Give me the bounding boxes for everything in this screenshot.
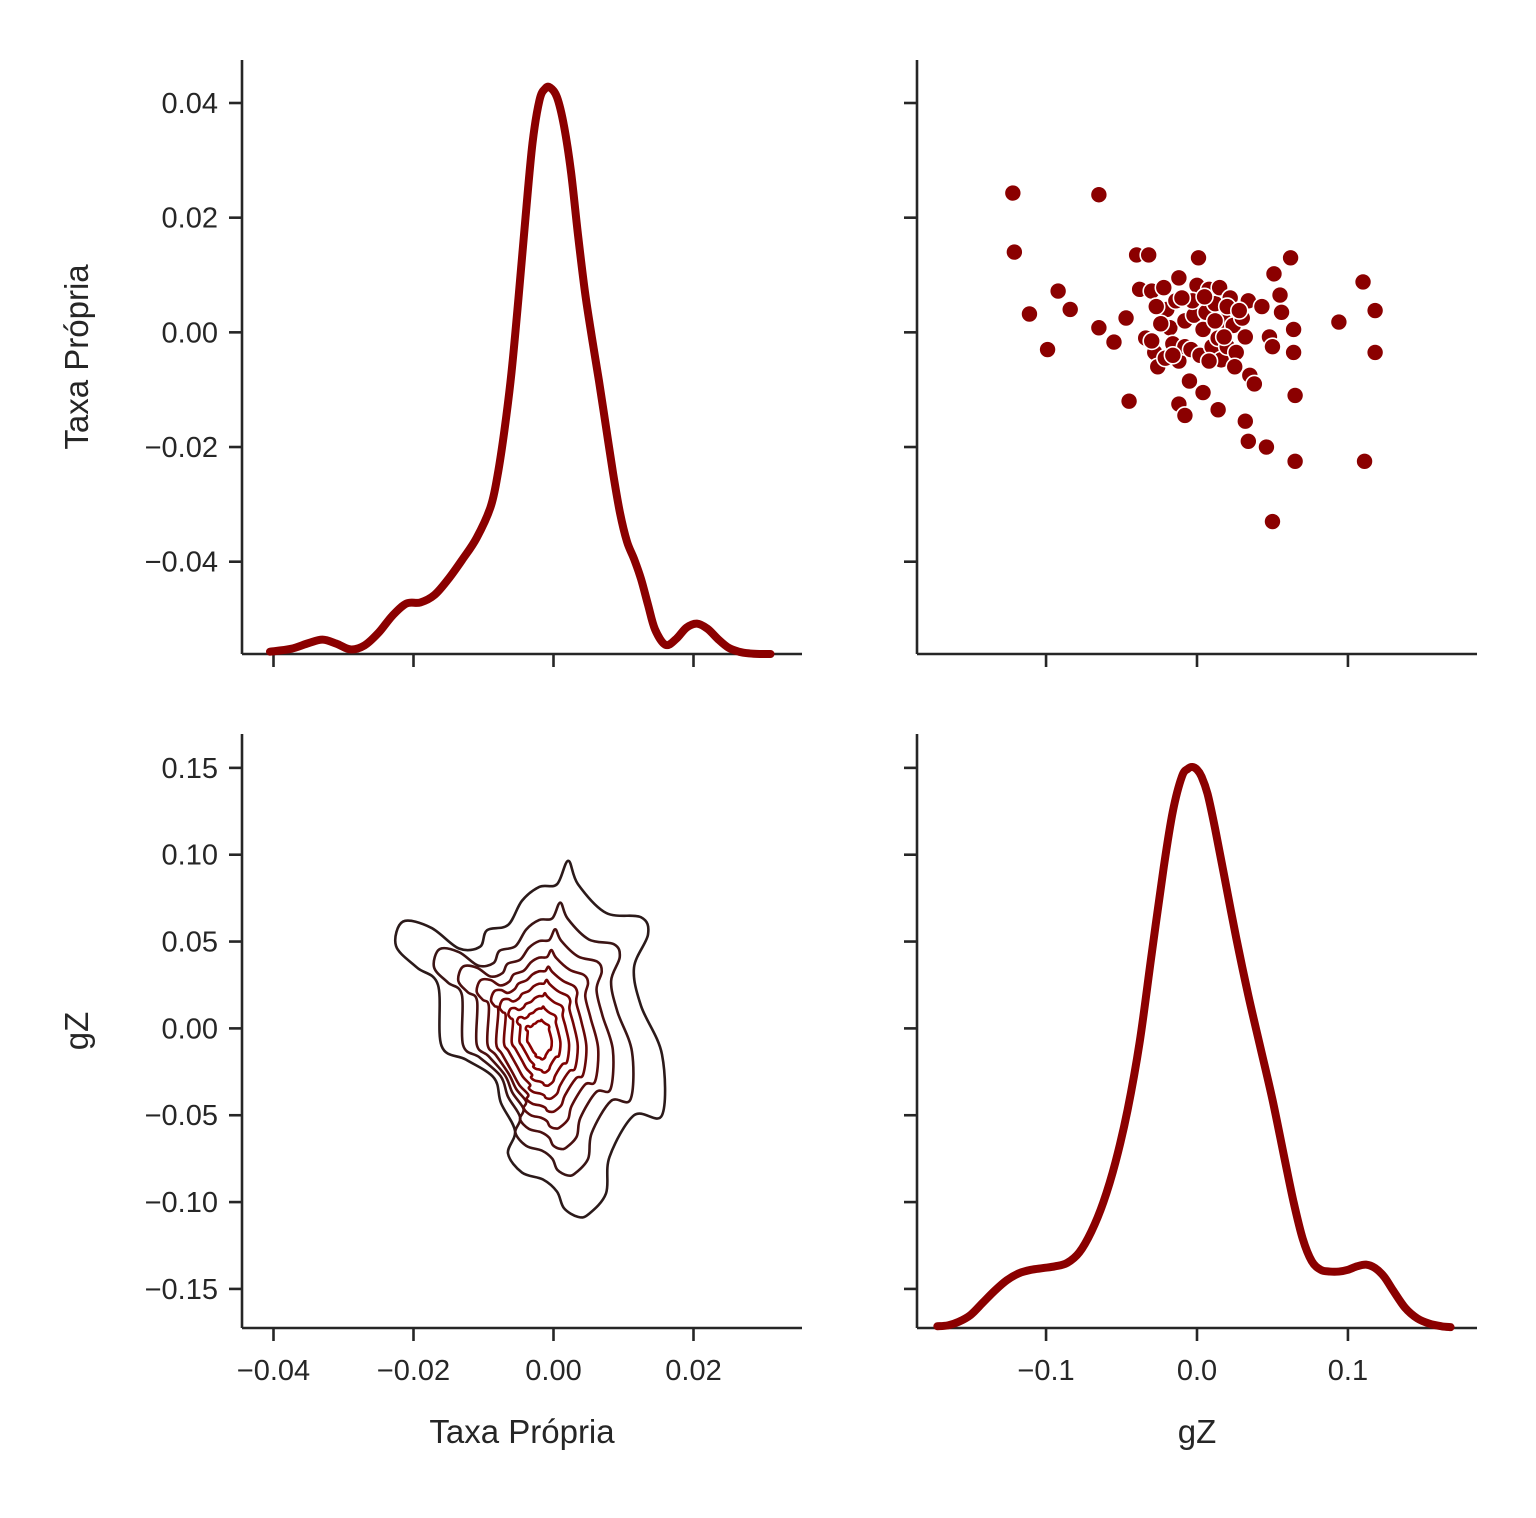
scatter-point (1142, 331, 1162, 351)
scatter-point (1329, 312, 1349, 332)
scatter-point (1089, 318, 1109, 338)
scatter-point (1270, 285, 1290, 305)
scatter-point (1263, 337, 1282, 356)
contour-level (393, 859, 667, 1219)
scatter-point (1245, 374, 1264, 394)
x-tick-label: −0.02 (377, 1355, 450, 1387)
scatter-point (1151, 314, 1171, 334)
contour-level (475, 948, 600, 1130)
y-tick-label: 0.00 (162, 317, 218, 349)
x-axis-label: Taxa Própria (429, 1413, 615, 1450)
panel-scatter (904, 60, 1477, 667)
scatter-point (1205, 311, 1225, 331)
scatter-point (1195, 287, 1214, 307)
scatter-point (1199, 351, 1219, 371)
scatter-point (1281, 248, 1300, 268)
y-tick-label: 0.02 (162, 203, 218, 235)
scatter-point (1214, 327, 1234, 347)
contour-level (498, 978, 580, 1101)
panel-contour: −0.04 −0.02 0.00 0.02 0.15 0.10 0.05 0.00 −0.05 −… (58, 734, 802, 1450)
scatter-point (1163, 345, 1183, 365)
scatter-point (1038, 340, 1057, 359)
scatter-point (1189, 248, 1208, 268)
contour-level (507, 991, 571, 1087)
scatter-point (1365, 301, 1385, 320)
scatter-point (1272, 302, 1291, 322)
contour-level (524, 1018, 554, 1061)
y-tick-label: 0.10 (162, 840, 218, 872)
contour-level (432, 901, 635, 1178)
scatter-point (1104, 332, 1124, 352)
y-tick-label: 0.04 (162, 88, 218, 120)
x-tick-label: −0.04 (237, 1355, 310, 1387)
y-axis-label: gZ (58, 1012, 95, 1051)
scatter-point (1089, 185, 1109, 205)
scatter-point (1169, 268, 1189, 288)
scatter-point (1284, 320, 1303, 339)
scatter-point (1208, 400, 1228, 420)
contour-level (515, 1005, 562, 1074)
scatter-point (1252, 297, 1272, 316)
panel-kde-gz: −0.1 0.0 0.1 gZ (904, 734, 1477, 1450)
scatter-point (1285, 386, 1305, 405)
scatter-point (1116, 308, 1136, 328)
x-tick-label: 0.1 (1328, 1355, 1368, 1387)
scatter-point (1236, 411, 1255, 431)
scatter-point (1020, 304, 1039, 324)
x-tick-label: 0.0 (1177, 1355, 1217, 1387)
scatter-point (1175, 406, 1195, 425)
contour-level (489, 965, 588, 1114)
scatter-point (1048, 281, 1068, 301)
scatter-point (1355, 452, 1374, 471)
scatter-point (1365, 343, 1385, 362)
scatter-point (1284, 343, 1303, 362)
scatter-point (1180, 371, 1199, 391)
x-tick-label: 0.00 (525, 1355, 581, 1387)
scatter-point (1353, 272, 1373, 292)
scatter-point (1172, 288, 1192, 308)
y-tick-label: −0.02 (145, 432, 218, 464)
contour-level (456, 928, 615, 1151)
scatter-point (1154, 278, 1174, 297)
scatter-point (1285, 452, 1305, 471)
scatter-point (1229, 301, 1249, 320)
y-tick-label: −0.15 (145, 1274, 218, 1306)
y-tick-label: −0.10 (145, 1187, 218, 1219)
panel-kde-taxa-propria: 0.04 0.02 0.00 −0.02 −0.04 Taxa Própria (58, 60, 802, 667)
scatter-point (1264, 264, 1284, 284)
scatter-point (1236, 327, 1255, 347)
scatter-point (1005, 242, 1024, 262)
x-axis-label: gZ (1178, 1413, 1217, 1450)
scatter-point (1146, 297, 1166, 316)
y-tick-label: −0.05 (145, 1100, 218, 1132)
scatter-point (1119, 391, 1139, 411)
y-axis-label: Taxa Própria (58, 264, 95, 450)
scatter-point (1257, 437, 1276, 457)
scatter-point (1193, 383, 1213, 402)
scatter-point (1263, 512, 1282, 531)
y-tick-label: 0.00 (162, 1013, 218, 1045)
scatter-point (1139, 245, 1158, 265)
y-tick-label: 0.05 (162, 927, 218, 959)
kde-curve-taxa-propria (266, 82, 775, 659)
kde-curve-gz (933, 762, 1455, 1332)
x-tick-label: 0.02 (665, 1355, 721, 1387)
y-tick-label: 0.15 (162, 753, 218, 785)
scatter-point (1225, 357, 1245, 377)
y-tick-label: −0.04 (145, 547, 218, 579)
scatter-point (1239, 431, 1258, 451)
scatter-point (1060, 300, 1080, 319)
x-tick-label: −0.1 (1017, 1355, 1074, 1387)
scatter-point (1003, 183, 1023, 203)
